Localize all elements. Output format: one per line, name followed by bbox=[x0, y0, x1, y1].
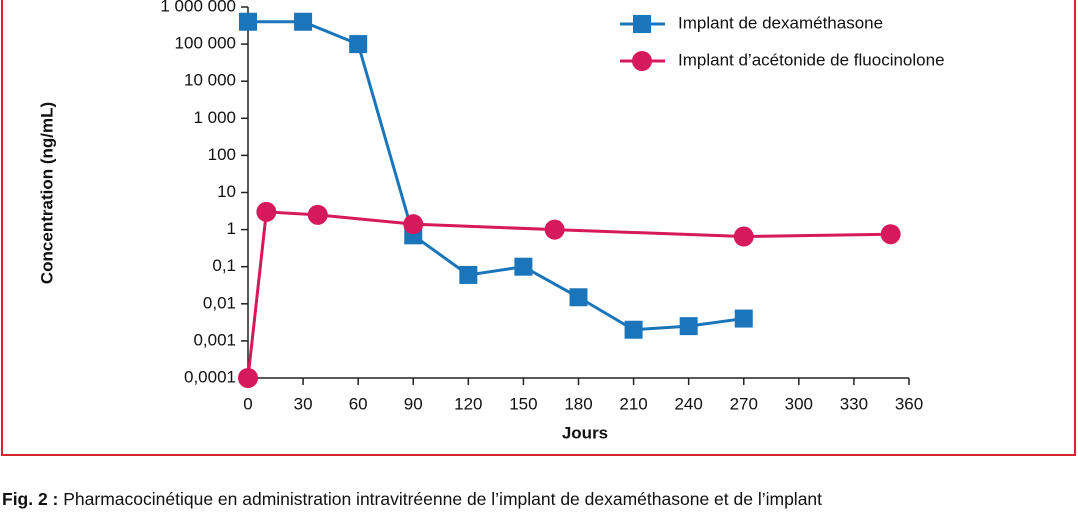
y-tick-label: 1 000 bbox=[193, 108, 236, 127]
x-tick-label: 240 bbox=[674, 394, 702, 413]
legend-marker bbox=[632, 51, 652, 71]
x-axis-label: Jours bbox=[562, 423, 608, 442]
caption-label: Fig. 2 : bbox=[2, 489, 58, 509]
data-point bbox=[514, 257, 533, 276]
caption-text: Pharmacocinétique en administration intr… bbox=[58, 489, 822, 509]
y-tick-label: 0,001 bbox=[193, 330, 236, 349]
x-tick-label: 180 bbox=[564, 394, 592, 413]
y-tick-label: 1 bbox=[227, 219, 236, 238]
caption: Fig. 2 : Pharmacocinétique en administra… bbox=[2, 489, 822, 509]
data-point bbox=[256, 201, 277, 222]
data-point bbox=[679, 317, 698, 336]
x-tick-label: 210 bbox=[619, 394, 647, 413]
frame bbox=[1, 0, 1076, 456]
x-tick-label: 330 bbox=[840, 394, 868, 413]
series-line bbox=[248, 20, 744, 332]
data-point bbox=[307, 204, 328, 225]
x-tick-label: 150 bbox=[509, 394, 537, 413]
data-point bbox=[569, 288, 588, 307]
y-tick-label: 0,0001 bbox=[184, 367, 236, 386]
y-axis-label: Concentration (ng/mL) bbox=[37, 102, 56, 284]
x-tick-label: 360 bbox=[895, 394, 923, 413]
legend-label: Implant de dexaméthasone bbox=[678, 13, 883, 32]
x-tick-label: 270 bbox=[730, 394, 758, 413]
y-tick-label: 1 000 000 bbox=[160, 0, 236, 15]
y-tick-label: 100 bbox=[208, 145, 236, 164]
x-tick-label: 120 bbox=[454, 394, 482, 413]
y-tick-label: 100 000 bbox=[175, 34, 236, 53]
y-tick-label: 10 bbox=[217, 182, 236, 201]
legend-marker bbox=[633, 15, 651, 33]
x-tick-label: 60 bbox=[349, 394, 368, 413]
data-point bbox=[459, 265, 478, 284]
data-point bbox=[403, 214, 424, 235]
data-point bbox=[239, 12, 257, 31]
legend-label: Implant d’acétonide de fluocinolone bbox=[678, 50, 945, 69]
y-tick-label: 0,1 bbox=[212, 256, 236, 275]
x-tick-label: 300 bbox=[785, 394, 813, 413]
data-point bbox=[733, 226, 754, 247]
data-point bbox=[624, 320, 643, 339]
y-tick-label: 10 000 bbox=[184, 71, 236, 90]
data-point bbox=[349, 35, 368, 54]
data-point bbox=[734, 309, 753, 328]
x-tick-label: 90 bbox=[404, 394, 423, 413]
data-point bbox=[294, 12, 313, 31]
series-line bbox=[246, 210, 891, 379]
x-tick-label: 30 bbox=[294, 394, 313, 413]
data-point bbox=[238, 368, 258, 388]
data-point bbox=[544, 219, 565, 240]
y-tick-label: 0,01 bbox=[203, 293, 236, 312]
data-point bbox=[880, 224, 901, 245]
x-tick-label: 0 bbox=[243, 394, 252, 413]
